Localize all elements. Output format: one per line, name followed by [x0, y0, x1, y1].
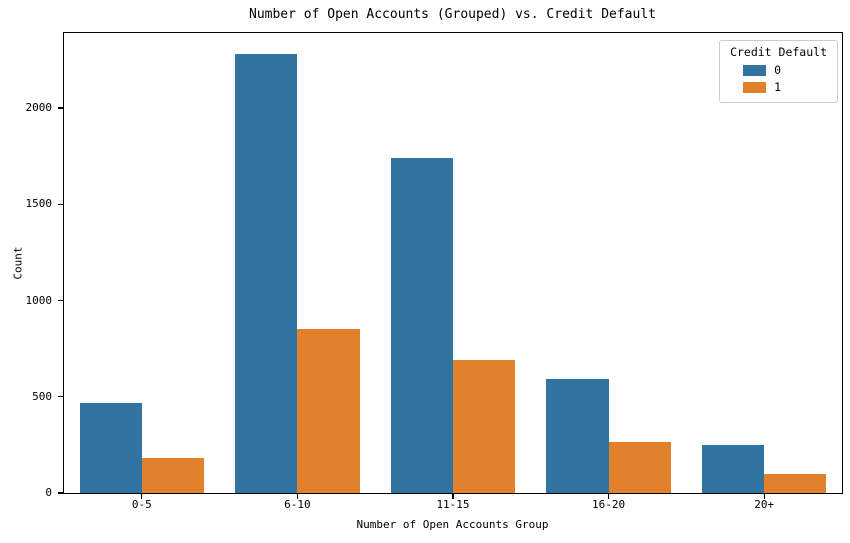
x-tick-label: 16-20	[592, 498, 626, 511]
x-axis-label: Number of Open Accounts Group	[356, 518, 549, 531]
bar-0-5-series-1	[141, 458, 205, 493]
bar-0-5-series-0	[79, 402, 142, 493]
y-axis-label: Count	[11, 246, 25, 280]
y-tick-mark	[57, 107, 63, 109]
legend-entry-1: 1	[730, 79, 827, 96]
x-tick-label: 11-15	[436, 498, 470, 511]
x-tick-label: 20+	[754, 498, 775, 511]
x-tick-mark	[607, 494, 610, 500]
y-tick-label: 0	[45, 486, 52, 499]
bar-20+-series-1	[764, 473, 827, 493]
x-tick-mark	[763, 494, 765, 500]
y-tick-label: 500	[32, 389, 52, 403]
bar-11-15-series-1	[453, 360, 516, 493]
y-tick-mark	[57, 299, 63, 302]
legend-swatch-0	[743, 65, 767, 76]
legend-entry-label: 1	[774, 80, 781, 94]
bar-11-15-series-0	[390, 158, 453, 493]
chart-title: Number of Open Accounts (Grouped) vs. Cr…	[249, 7, 656, 22]
x-tick-label: 0-5	[131, 498, 152, 511]
x-tick-mark	[452, 494, 454, 500]
x-tick-mark	[141, 494, 143, 500]
y-tick-label: 1500	[25, 197, 53, 211]
y-tick-mark	[57, 203, 63, 205]
legend-entry-0: 0	[730, 62, 827, 79]
x-tick-label: 6-10	[284, 498, 311, 511]
legend-swatch-1	[743, 82, 767, 93]
y-tick-label: 2000	[25, 101, 53, 115]
bar-6-10-series-0	[235, 54, 298, 493]
legend-entry-label: 0	[774, 63, 781, 77]
y-tick-mark	[57, 396, 63, 398]
bar-20+-series-0	[701, 444, 765, 493]
bar-16-20-series-1	[608, 442, 671, 493]
bar-16-20-series-0	[546, 379, 609, 493]
y-tick-mark	[57, 492, 63, 494]
legend-title: Credit Default	[730, 45, 827, 59]
bar-6-10-series-1	[297, 329, 360, 493]
y-tick-label: 1000	[25, 293, 53, 307]
x-tick-mark	[296, 494, 299, 500]
